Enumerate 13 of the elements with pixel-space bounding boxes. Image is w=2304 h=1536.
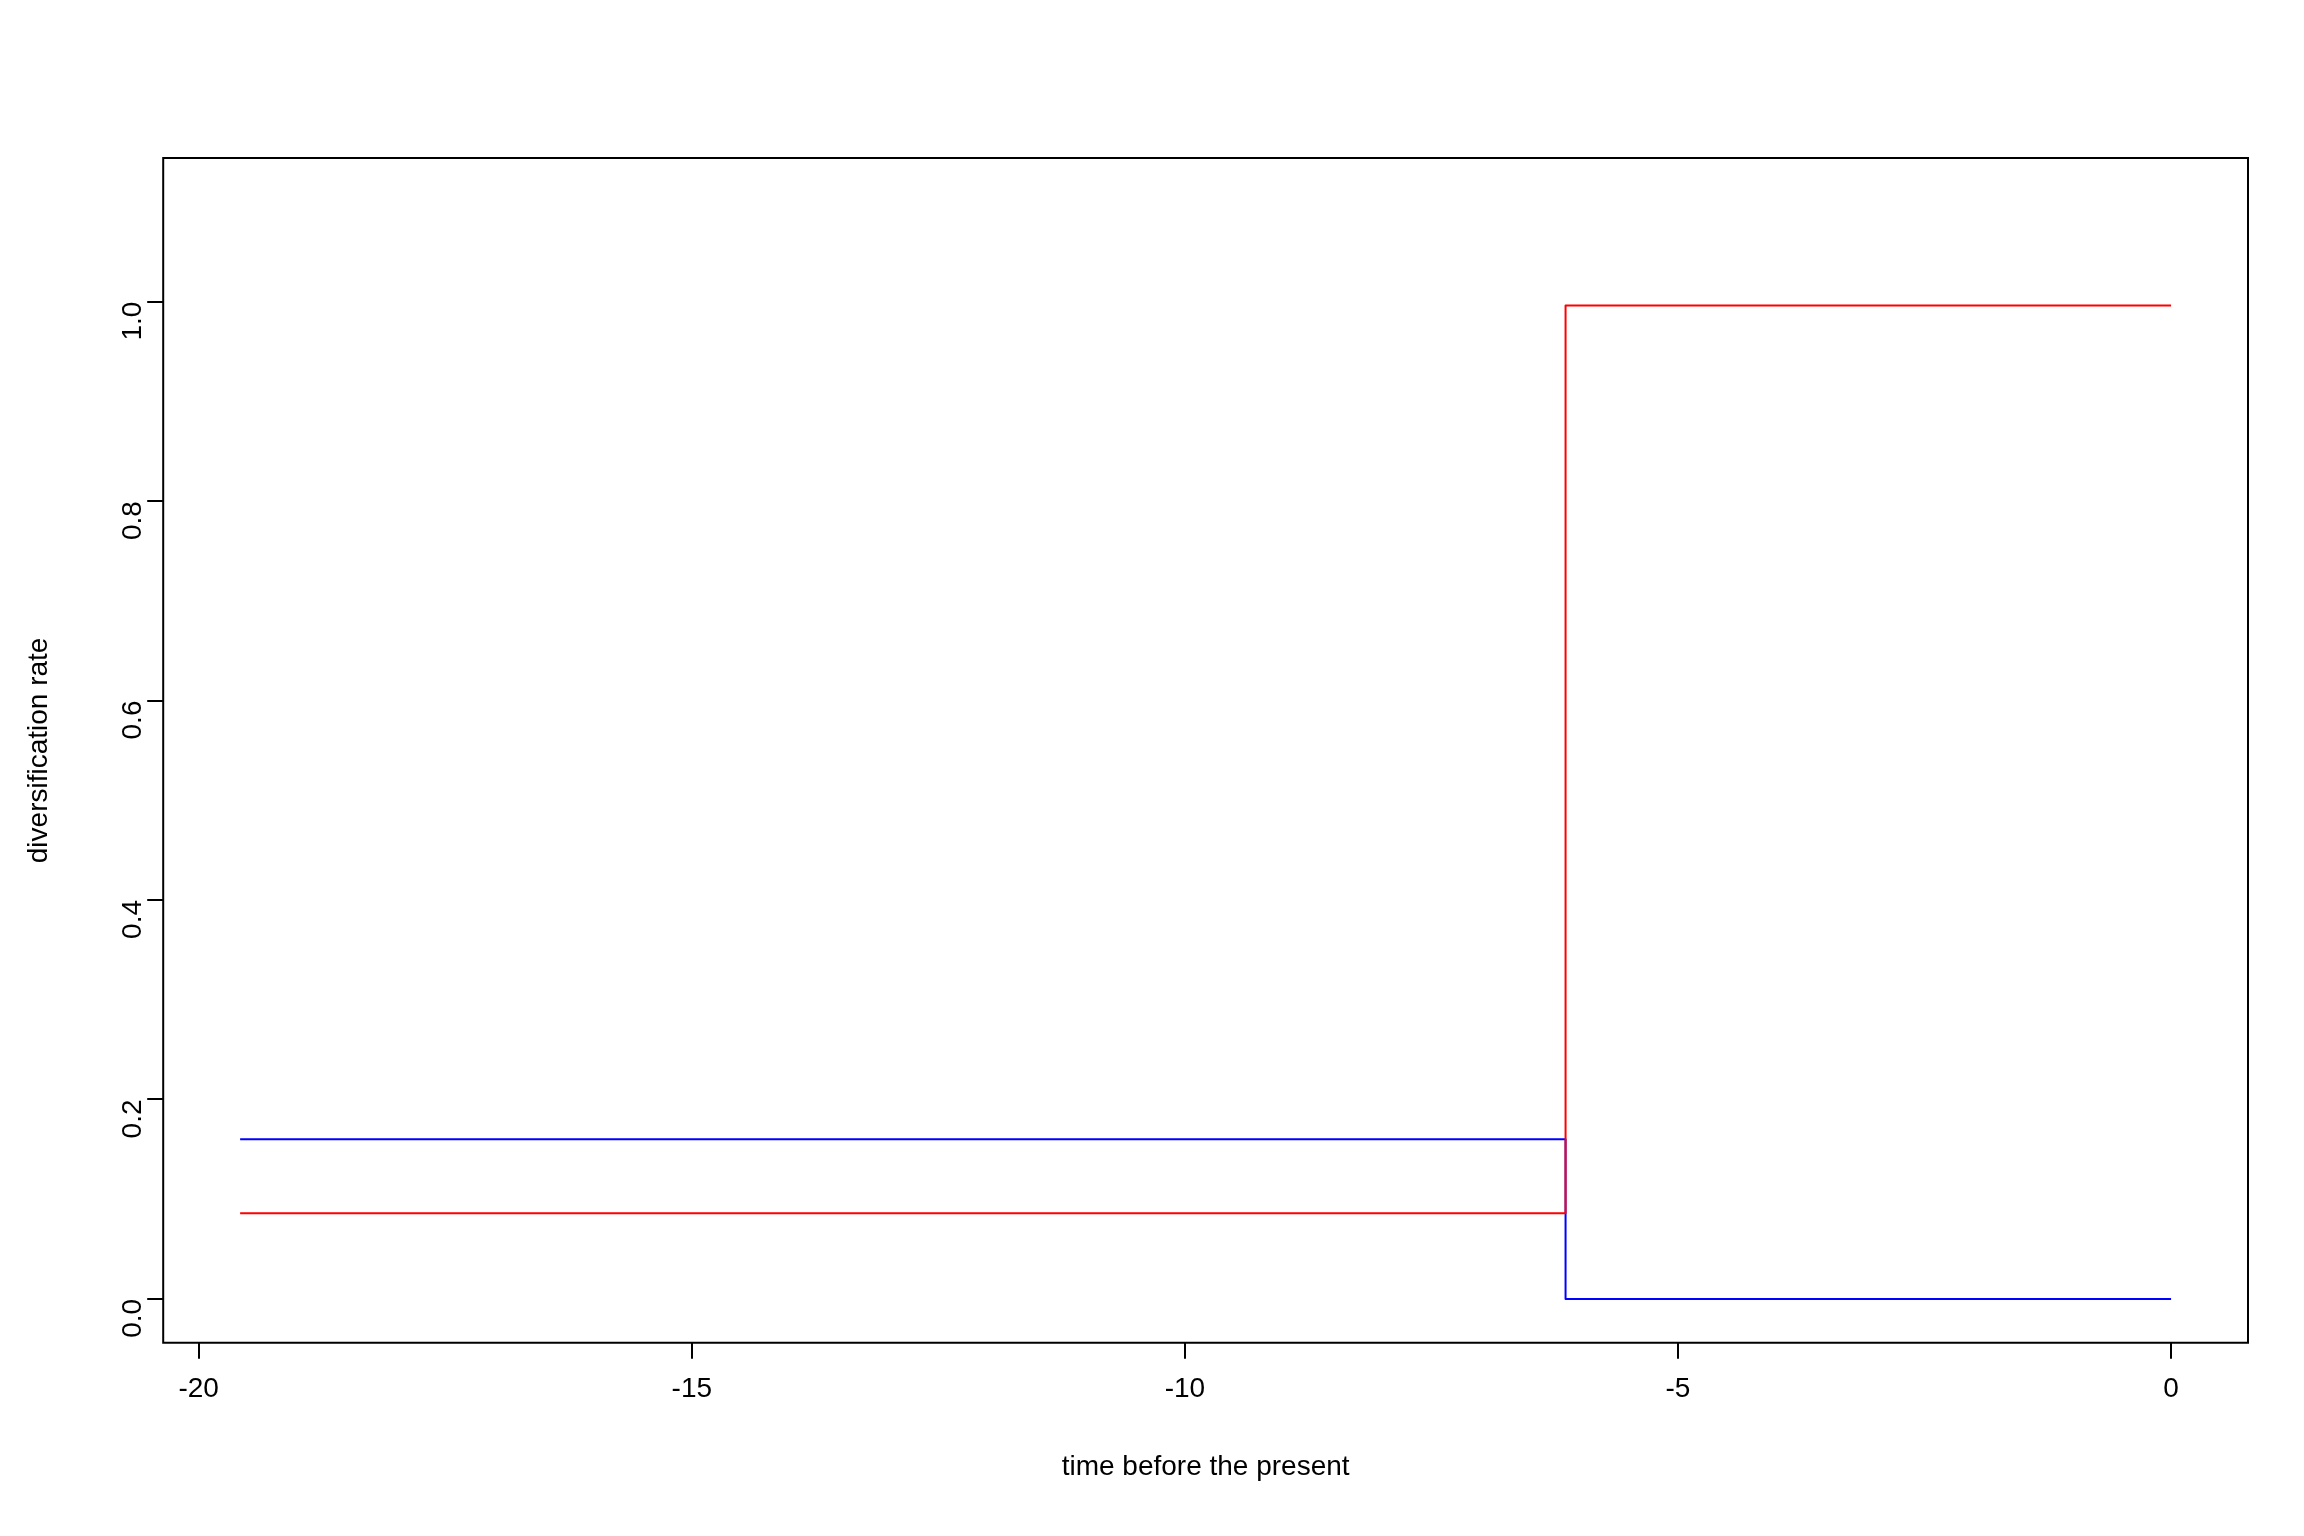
x-tick-label: -10: [1164, 1372, 1206, 1404]
x-axis-title: time before the present: [1061, 1449, 1350, 1481]
y-axis-title: diversification rate: [21, 637, 53, 864]
y-tick-label: 1.0: [115, 301, 147, 341]
y-tick-label: 0.6: [115, 700, 147, 740]
x-tick-label: -5: [1665, 1372, 1691, 1404]
x-tick-label: 0: [2163, 1372, 2179, 1404]
x-tick-label: -20: [178, 1372, 219, 1404]
y-tick-label: 0.0: [115, 1298, 147, 1338]
y-tick-label: 0.4: [115, 900, 147, 939]
y-tick-label: 0.2: [115, 1099, 147, 1139]
x-tick-label: -15: [671, 1372, 713, 1404]
y-tick-label: 0.8: [115, 501, 147, 541]
